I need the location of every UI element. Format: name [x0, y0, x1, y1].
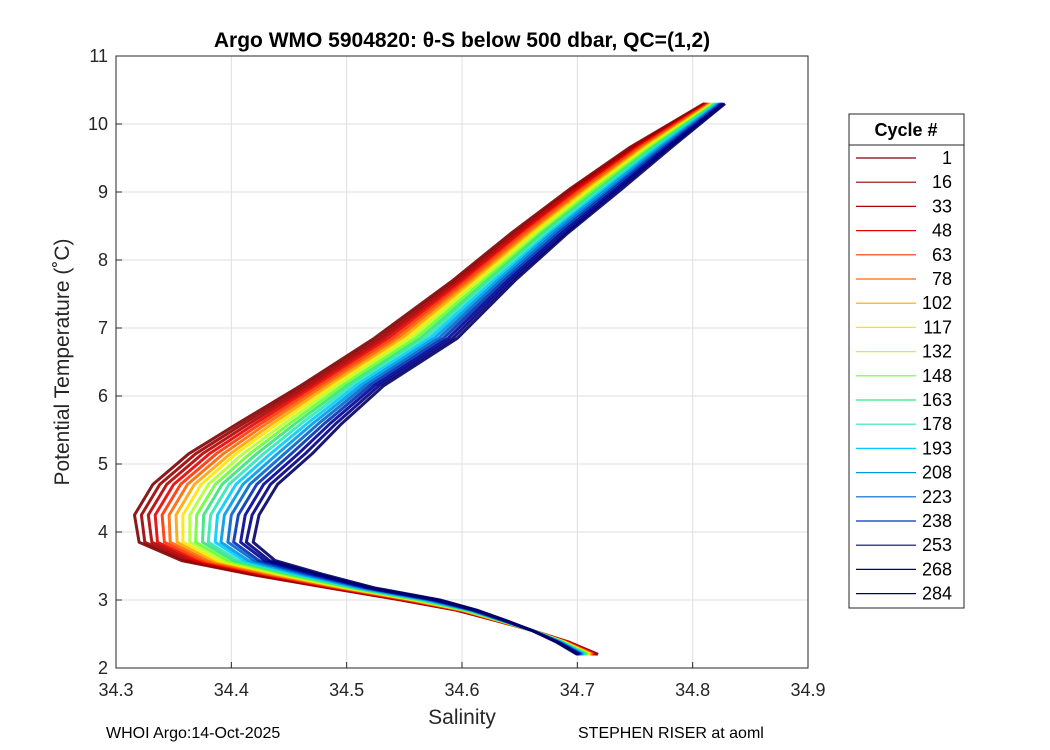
legend-label: 102 — [922, 293, 952, 313]
legend-label: 132 — [922, 342, 952, 362]
legend-label: 284 — [922, 584, 952, 604]
legend-label: 16 — [932, 172, 952, 192]
series-group — [133, 102, 726, 656]
x-tick-label: 34.9 — [790, 680, 825, 700]
legend-label: 1 — [942, 148, 952, 168]
x-tick-label: 34.3 — [98, 680, 133, 700]
legend-label: 117 — [923, 317, 952, 337]
legend-label: 63 — [932, 245, 952, 265]
y-tick-label: 10 — [88, 114, 108, 134]
legend-label: 178 — [922, 414, 952, 434]
y-tick-label: 6 — [98, 386, 108, 406]
legend-entries: 1 16 33 48 63 78 102 117 132 148 163 178 193 208 223 23… — [856, 148, 952, 604]
legend: Cycle # 1 16 33 48 63 78 102 117 132 148 163 178 193… — [848, 113, 965, 609]
legend-label: 163 — [922, 390, 952, 410]
y-axis-label: Potential Temperature (˚C) — [51, 238, 74, 485]
series-line-284 — [251, 102, 726, 656]
y-tick-label: 7 — [98, 318, 108, 338]
x-tick-label: 34.5 — [329, 680, 364, 700]
y-tick-label: 4 — [98, 522, 108, 542]
y-tick-label: 9 — [98, 182, 108, 202]
legend-label: 238 — [922, 511, 952, 531]
y-tick-label: 2 — [98, 658, 108, 678]
x-axis-label: Salinity — [428, 706, 496, 729]
legend-label: 33 — [932, 196, 952, 216]
legend-title: Cycle # — [874, 120, 937, 140]
y-tick-label: 11 — [89, 46, 108, 66]
legend-box — [848, 113, 965, 609]
legend-label: 223 — [922, 487, 952, 507]
y-tick-label: 5 — [98, 454, 108, 474]
legend-label: 253 — [922, 535, 952, 555]
legend-label: 268 — [922, 559, 952, 579]
x-tick-label: 34.8 — [675, 680, 710, 700]
legend-label: 48 — [932, 221, 952, 241]
legend-label: 208 — [922, 463, 952, 483]
x-tick-label: 34.7 — [560, 680, 595, 700]
legend-label: 148 — [922, 366, 952, 386]
footer-right: STEPHEN RISER at aoml — [578, 725, 764, 742]
x-tick-label: 34.6 — [444, 680, 479, 700]
y-tick-label: 8 — [98, 250, 108, 270]
chart-title: Argo WMO 5904820: θ-S below 500 dbar, QC… — [214, 29, 710, 52]
legend-label: 193 — [922, 438, 952, 458]
legend-label: 78 — [932, 269, 952, 289]
y-tick-label: 3 — [98, 590, 108, 610]
footer-left: WHOI Argo:14-Oct-2025 — [106, 725, 281, 742]
x-tick-label: 34.4 — [214, 680, 249, 700]
axis-ticks: 34.3 34.4 34.5 34.6 34.7 34.8 34.9 2 3 4 5 6 7 8 9 10 11 — [88, 46, 826, 700]
